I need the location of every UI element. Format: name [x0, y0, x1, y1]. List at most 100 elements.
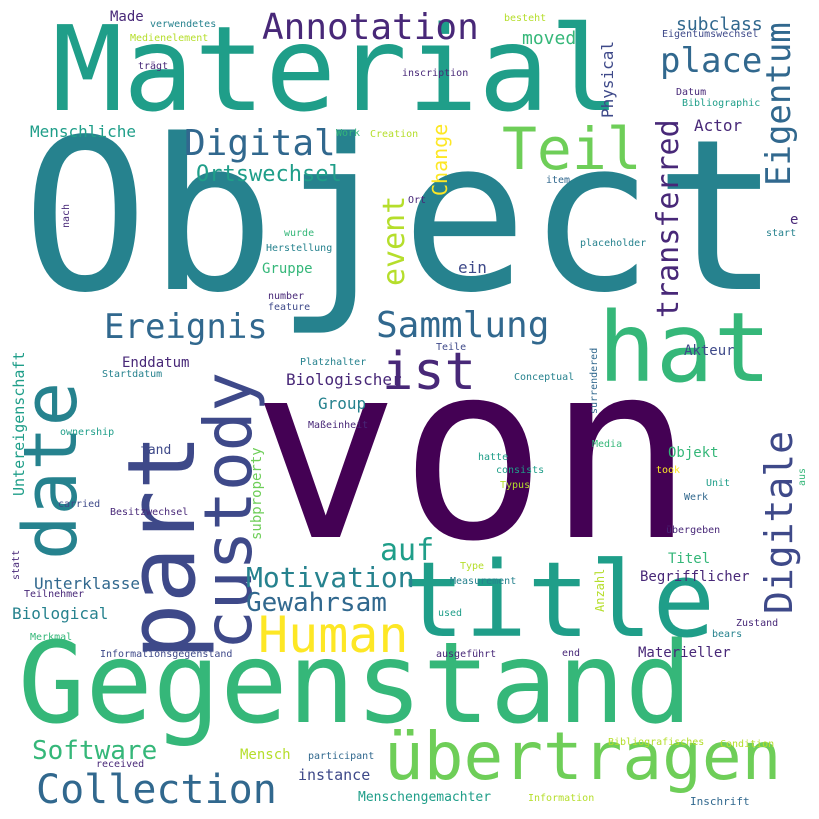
word-statt: statt [11, 549, 22, 580]
word-annotation: Annotation [262, 7, 479, 48]
word-subproperty: subproperty [249, 447, 265, 540]
word-ort: Ort [408, 195, 427, 206]
word-traegt: trägt [138, 61, 169, 72]
word-mensch: Mensch [240, 747, 291, 763]
word-informationsgegenstand: Informationsgegenstand [100, 649, 233, 660]
word-moved: moved [522, 28, 577, 49]
word-auf: auf [380, 533, 435, 568]
word-zustand: Zustand [736, 618, 779, 629]
word-type: Type [460, 561, 485, 572]
word-digitale: Digitale [757, 430, 801, 614]
word-digital: Digital [184, 123, 336, 164]
word-transferred: transferred [651, 119, 686, 318]
word-hatte: hatte [478, 452, 509, 463]
word-title: title [402, 539, 716, 661]
word-von: von [252, 310, 695, 595]
word-physical: Physical [598, 40, 617, 118]
word-material: Material [52, 0, 621, 138]
word-ereignis: Ereignis [104, 307, 268, 347]
word-anzahl: Anzahl [593, 568, 607, 612]
word-actor: Actor [694, 116, 743, 135]
word-teilnehmer: Teilnehmer [24, 589, 85, 600]
word-group: Group [318, 394, 367, 413]
word-instance: instance [298, 766, 371, 784]
word-surrendered: surrendered [589, 347, 600, 414]
word-number: number [268, 291, 305, 302]
word-e: e [790, 212, 799, 228]
word-gewahrsam: Gewahrsam [246, 588, 387, 618]
word-nach: nach [61, 203, 72, 228]
word-condition: Condition [720, 739, 775, 750]
word-menschliche: Menschliche [30, 122, 136, 141]
word-unit: Unit [706, 478, 731, 489]
word-biologischer: Biologischer [286, 370, 402, 389]
word-titel: Titel [668, 551, 711, 567]
word-gruppe: Gruppe [262, 261, 313, 277]
word-teile: Teile [436, 342, 467, 353]
word-objekt: Objekt [668, 445, 719, 461]
word-eigentumswechsel: Eigentumswechsel [662, 29, 759, 40]
word-materieller: Materieller [638, 645, 731, 661]
word-end: end [562, 648, 581, 659]
word-bibliographic: Bibliographic [682, 98, 761, 109]
word-received: received [96, 759, 145, 770]
word-made: Made [110, 9, 144, 25]
word-media: Media [592, 439, 623, 450]
word-gegenstand: Gegenstand [18, 619, 693, 749]
word-ist: ist [382, 342, 476, 402]
word-uebertragen: übertragen [384, 718, 782, 795]
word-inschrift: Inschrift [690, 795, 750, 808]
word-work: Work [336, 128, 361, 139]
word-change: Change [428, 123, 452, 196]
word-wurde: wurde [284, 228, 315, 239]
word-besitzwechsel: Besitzwechsel [110, 507, 189, 518]
word-menschengemachter: Menschengemachter [358, 790, 492, 805]
word-software: Software [32, 736, 158, 766]
word-inscription: inscription [402, 68, 469, 79]
word-sammlung: Sammlung [376, 305, 550, 346]
word-participant: participant [308, 751, 375, 762]
word-unterklasse: Unterklasse [34, 574, 140, 593]
word-untereigenschaft: Untereigenschaft [10, 351, 28, 497]
word-human: Human [258, 606, 409, 664]
word-typus: Typus [500, 480, 531, 491]
word-bears: bears [712, 629, 743, 640]
word-place: place [660, 41, 763, 81]
word-took: took [656, 465, 681, 476]
word-used: used [438, 608, 463, 619]
word-aus: aus [797, 467, 808, 486]
word-ortswechsel: Ortswechsel [196, 162, 342, 187]
word-carried: carried [58, 499, 101, 510]
word-measurement: Measurement [450, 576, 517, 587]
word-creation: Creation [370, 129, 419, 140]
word-information: Information [528, 793, 595, 804]
word-masseinheit: Maßeinheit [308, 420, 369, 431]
word-ownership: ownership [60, 427, 115, 438]
word-motivation: Motivation [246, 561, 415, 594]
word-subclass: subclass [676, 14, 763, 35]
word-teil: Teil [502, 115, 642, 183]
word-fand: fand [140, 443, 172, 458]
word-uebergeben: übergeben [666, 525, 721, 536]
word-start: start [766, 228, 797, 239]
word-object: Object [22, 94, 781, 339]
word-event: event [377, 195, 412, 286]
word-hat: hat [598, 292, 772, 404]
word-platzhalter: Platzhalter [300, 357, 367, 368]
word-merkmal: Merkmal [30, 632, 73, 643]
word-eigentum: Eigentum [759, 22, 799, 186]
word-begrifflicher: Begrifflicher [640, 569, 750, 585]
word-ausgefuehrt: ausgeführt [436, 649, 497, 660]
word-biological: Biological [12, 604, 109, 623]
word-bibliografisches: Bibliografisches [608, 737, 705, 748]
word-startdatum: Startdatum [102, 369, 163, 380]
word-akteur: Akteur [684, 343, 735, 359]
word-item: item [546, 175, 571, 186]
word-feature: feature [268, 302, 311, 313]
word-ein: ein [458, 258, 487, 277]
word-medienelement: Medienelement [130, 33, 209, 44]
word-consists: consists [496, 465, 545, 476]
word-conceptual: Conceptual [514, 372, 575, 383]
word-collection: Collection [36, 767, 277, 813]
